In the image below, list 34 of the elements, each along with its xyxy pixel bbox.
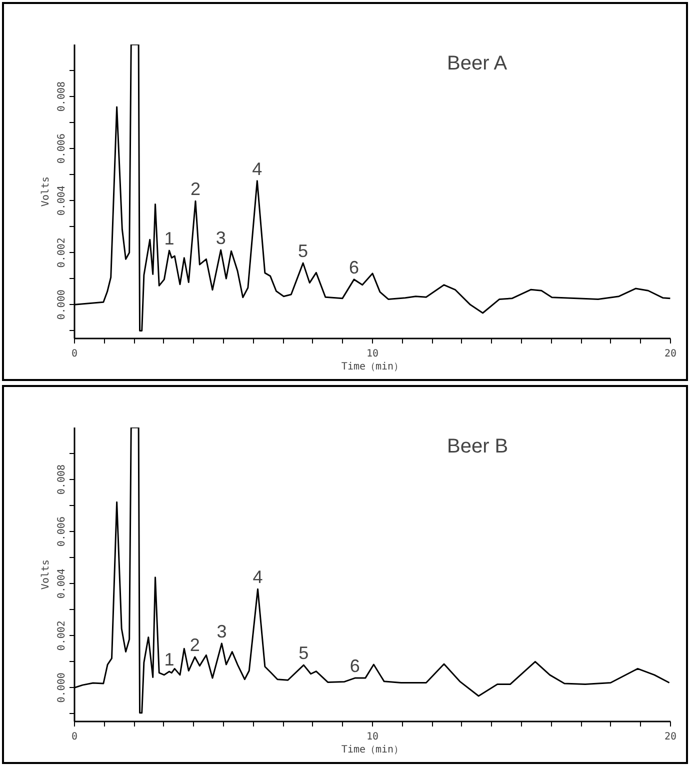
- annotation: 2: [190, 634, 200, 655]
- x-tick-label: 20: [664, 348, 677, 360]
- y-tick-label: 0.002: [56, 238, 68, 268]
- y-tick-label: 0.000: [56, 290, 68, 320]
- x-axis-title: Time（min）: [341, 744, 404, 756]
- chart-title: Beer B: [447, 435, 508, 458]
- annotation: 6: [349, 257, 360, 278]
- x-tick-label: 20: [664, 732, 677, 742]
- y-tick-label: 0.002: [56, 620, 68, 651]
- x-tick-label: 0: [71, 732, 78, 742]
- x-tick-label: 10: [366, 732, 379, 742]
- annotation: 4: [252, 158, 262, 179]
- y-tick-label: 0.006: [56, 516, 68, 547]
- chart-title: Beer A: [447, 52, 508, 74]
- y-tick-label: 0.000: [56, 672, 68, 703]
- annotation: 5: [298, 643, 309, 664]
- annotation: 1: [164, 650, 174, 670]
- annotation: 3: [216, 621, 227, 642]
- y-axis-title: Volts: [40, 176, 52, 207]
- y-tick-label: 0.004: [56, 568, 68, 599]
- annotation: 4: [252, 567, 263, 588]
- x-tick-label: 10: [366, 348, 379, 360]
- y-tick-label: 0.008: [56, 464, 68, 495]
- x-axis-title: Time（min）: [341, 362, 404, 372]
- y-tick-label: 0.004: [56, 186, 68, 216]
- annotation: 6: [350, 656, 360, 676]
- annotation: 5: [298, 241, 308, 262]
- y-tick-label: 0.008: [56, 81, 68, 112]
- annotation: 1: [164, 228, 174, 249]
- y-tick-label: 0.006: [56, 134, 68, 164]
- annotation: 3: [216, 228, 226, 248]
- x-tick-label: 0: [71, 348, 78, 360]
- y-axis-title: Volts: [40, 559, 52, 590]
- annotation: 2: [190, 179, 200, 200]
